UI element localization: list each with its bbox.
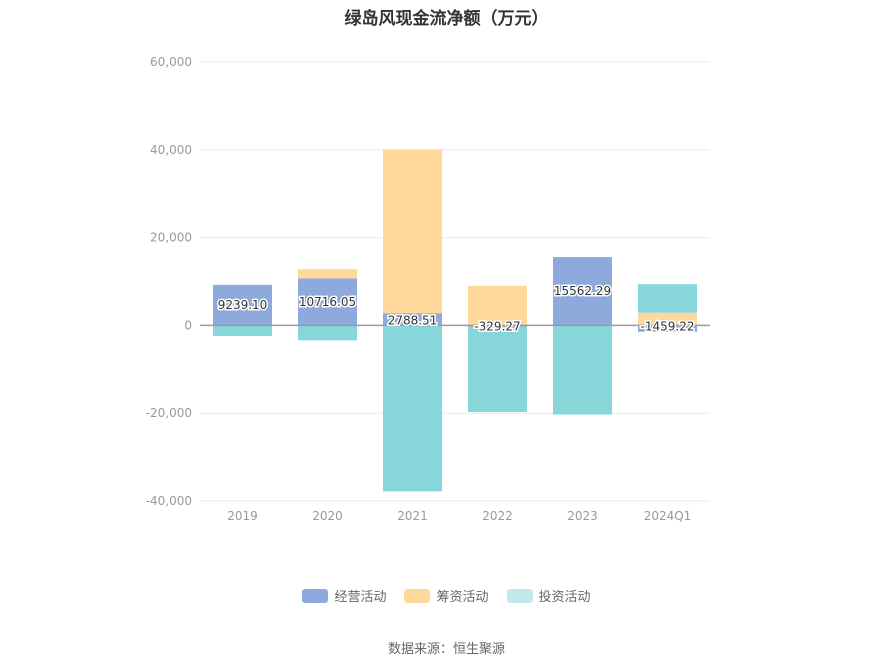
data-label-operating: 2788.51 <box>388 313 438 327</box>
bar-investing-2024Q1 <box>638 284 697 313</box>
legend: 经营活动 筹资活动 投资活动 <box>0 586 893 605</box>
bar-investing-2023 <box>553 325 612 415</box>
bar-investing-2022 <box>468 326 527 413</box>
bar-investing-2021 <box>383 325 442 492</box>
y-tick-label: 20,000 <box>150 231 192 245</box>
data-label-operating: 9239.10 <box>218 298 268 312</box>
legend-swatch <box>302 588 329 603</box>
x-tick-label: 2019 <box>227 509 258 523</box>
bar-financing-2022 <box>468 285 527 326</box>
y-tick-label: -20,000 <box>146 406 192 420</box>
y-tick-label: 60,000 <box>150 55 192 69</box>
data-label-operating: 15562.29 <box>554 284 611 298</box>
bars <box>213 149 697 492</box>
x-tick-label: 2023 <box>567 509 598 523</box>
bar-operating-2023 <box>553 257 612 326</box>
grid-lines <box>200 61 710 502</box>
legend-swatch <box>404 588 431 603</box>
data-label-operating: -1459.22 <box>641 319 695 333</box>
legend-label: 经营活动 <box>334 590 387 605</box>
legend-item[interactable]: 筹资活动 <box>404 586 489 605</box>
bar-investing-2019 <box>213 325 272 336</box>
legend-label: 筹资活动 <box>436 590 489 605</box>
bar-operating-2020 <box>298 278 357 326</box>
legend-item[interactable]: 投资活动 <box>506 586 591 605</box>
legend-label: 投资活动 <box>538 590 591 605</box>
axes: 60,000 40,000 20,000 0 -20,000 -40,000 2019 202… <box>146 55 710 523</box>
y-tick-label: 0 <box>184 318 192 332</box>
data-label-operating: 10716.05 <box>299 295 356 309</box>
x-tick-label: 2021 <box>397 509 428 523</box>
x-tick-label: 2024Q1 <box>644 509 692 523</box>
data-labels: 9239.10 10716.05 2788.51 -329.27 15562.29 -14… <box>216 283 696 335</box>
bar-financing-2024Q1 <box>638 312 697 326</box>
bar-financing-2021 <box>383 149 442 314</box>
bar-operating-2024Q1 <box>638 325 697 332</box>
data-label-operating: -329.27 <box>474 319 520 333</box>
y-tick-label: 40,000 <box>150 143 192 157</box>
x-tick-label: 2022 <box>482 509 513 523</box>
bar-operating-2019 <box>213 284 272 326</box>
chart-title: 绿岛风现金流净额（万元） <box>344 9 549 29</box>
y-tick-label: -40,000 <box>146 494 192 508</box>
bar-financing-2020 <box>298 269 357 279</box>
bar-investing-2020 <box>298 325 357 341</box>
bar-operating-2021 <box>383 313 442 326</box>
data-source: 数据来源：恒生聚源 <box>387 642 505 657</box>
legend-item[interactable]: 经营活动 <box>302 586 386 605</box>
x-tick-label: 2020 <box>312 509 343 523</box>
legend-swatch <box>506 588 533 603</box>
